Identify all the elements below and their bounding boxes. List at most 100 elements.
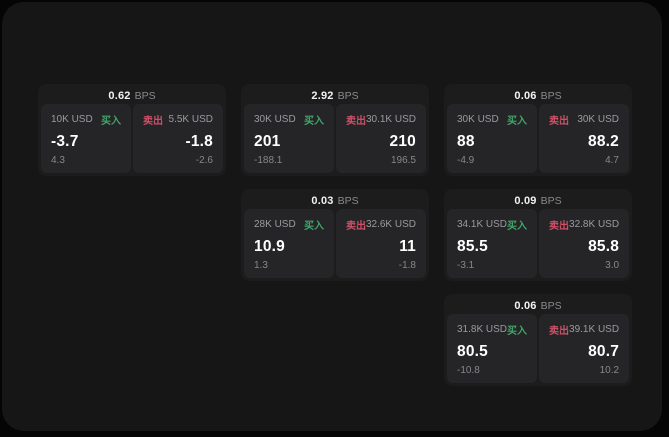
- bps-unit-label: BPS: [337, 194, 359, 207]
- bps-value: 0.03: [311, 194, 334, 207]
- sell-amount-label: 30K USD: [577, 114, 619, 125]
- sell-amount-label: 39.1K USD: [569, 324, 620, 335]
- sell-quote-tile[interactable]: 卖出 30.1K USD 210 196.5: [335, 104, 426, 173]
- quotes-panel: 0.62 BPS 10K USD 买入 -3.7 4.3 卖出 5.5K USD…: [2, 2, 662, 431]
- buy-tile-header: 28K USD 买入: [254, 217, 324, 232]
- sell-quote-tile[interactable]: 卖出 5.5K USD -1.8 -2.6: [133, 104, 223, 173]
- buy-delta: 4.3: [51, 155, 65, 166]
- sell-side-label: 卖出: [549, 326, 570, 337]
- quote-tiles: 31.8K USD 买入 80.5 -10.8 卖出 39.1K USD 80.…: [447, 314, 630, 383]
- buy-delta: -188.1: [254, 155, 283, 166]
- quote-card: 0.09 BPS 34.1K USD 买入 85.5 -3.1 卖出 32.8K…: [444, 189, 632, 281]
- sell-amount-label: 5.5K USD: [168, 114, 213, 125]
- sell-quote-tile[interactable]: 卖出 32.8K USD 85.8 3.0: [539, 209, 630, 278]
- bps-header: 0.06 BPS: [447, 87, 629, 104]
- bps-header: 0.03 BPS: [244, 192, 426, 209]
- buy-tile-header: 30K USD 买入: [457, 112, 527, 127]
- buy-tile-header: 10K USD 买入: [51, 112, 121, 127]
- sell-price: -1.8: [185, 132, 213, 150]
- sell-amount-label: 32.8K USD: [569, 219, 620, 230]
- buy-quote-tile[interactable]: 30K USD 买入 201 -188.1: [244, 104, 334, 173]
- sell-quote-tile[interactable]: 卖出 30K USD 88.2 4.7: [539, 104, 629, 173]
- bps-header: 2.92 BPS: [244, 87, 426, 104]
- sell-side-label: 卖出: [549, 221, 570, 232]
- quote-tiles: 34.1K USD 买入 85.5 -3.1 卖出 32.8K USD 85.8…: [447, 209, 630, 278]
- buy-quote-tile[interactable]: 10K USD 买入 -3.7 4.3: [41, 104, 131, 173]
- quote-card: 0.03 BPS 28K USD 买入 10.9 1.3 卖出 32.6K US…: [241, 189, 429, 281]
- quote-card: 0.06 BPS 31.8K USD 买入 80.5 -10.8 卖出 39.1…: [444, 294, 632, 386]
- buy-quote-tile[interactable]: 30K USD 买入 88 -4.9: [447, 104, 537, 173]
- sell-delta: 196.5: [390, 155, 416, 166]
- sell-tile-header: 卖出 30.1K USD: [346, 112, 416, 127]
- bps-unit-label: BPS: [540, 299, 562, 312]
- sell-amount-label: 30.1K USD: [365, 114, 416, 125]
- buy-quote-tile[interactable]: 28K USD 买入 10.9 1.3: [244, 209, 334, 278]
- buy-price: 201: [254, 132, 281, 150]
- sell-price: 11: [399, 237, 416, 255]
- sell-tile-header: 卖出 30K USD: [549, 112, 619, 127]
- sell-price: 80.7: [588, 342, 620, 360]
- sell-delta: 4.7: [605, 155, 619, 166]
- buy-quote-tile[interactable]: 31.8K USD 买入 80.5 -10.8: [447, 314, 538, 383]
- buy-price: 85.5: [457, 237, 488, 255]
- buy-price: 88: [457, 132, 475, 150]
- bps-value: 0.06: [514, 299, 537, 312]
- sell-delta: 10.2: [599, 365, 620, 376]
- buy-side-label: 买入: [303, 221, 324, 232]
- buy-delta: -10.8: [457, 365, 480, 376]
- bps-header: 0.09 BPS: [447, 192, 629, 209]
- sell-quote-tile[interactable]: 卖出 32.6K USD 11 -1.8: [335, 209, 426, 278]
- quote-tiles: 28K USD 买入 10.9 1.3 卖出 32.6K USD 11 -1.8: [244, 209, 426, 278]
- sell-delta: -2.6: [195, 155, 213, 166]
- sell-amount-label: 32.6K USD: [365, 219, 416, 230]
- sell-side-label: 卖出: [345, 221, 366, 232]
- buy-amount-label: 28K USD: [254, 219, 296, 230]
- sell-quote-tile[interactable]: 卖出 39.1K USD 80.7 10.2: [539, 314, 630, 383]
- sell-delta: 3.0: [605, 260, 620, 271]
- sell-price: 210: [389, 132, 416, 150]
- buy-amount-label: 10K USD: [51, 114, 93, 125]
- bps-value: 0.62: [108, 89, 131, 102]
- buy-amount-label: 31.8K USD: [457, 324, 508, 335]
- bps-value: 0.06: [514, 89, 537, 102]
- sell-tile-header: 卖出 5.5K USD: [143, 112, 213, 127]
- quote-card: 2.92 BPS 30K USD 买入 201 -188.1 卖出 30.1K …: [241, 84, 429, 176]
- bps-unit-label: BPS: [540, 194, 562, 207]
- bps-value: 2.92: [311, 89, 334, 102]
- buy-price: -3.7: [51, 132, 79, 150]
- buy-delta: 1.3: [254, 260, 268, 271]
- sell-price: 88.2: [588, 132, 619, 150]
- sell-tile-header: 卖出 32.8K USD: [549, 217, 619, 232]
- buy-side-label: 买入: [507, 326, 528, 337]
- quote-tiles: 30K USD 买入 201 -188.1 卖出 30.1K USD 210 1…: [244, 104, 426, 173]
- quote-card: 0.62 BPS 10K USD 买入 -3.7 4.3 卖出 5.5K USD…: [38, 84, 226, 176]
- bps-unit-label: BPS: [540, 89, 562, 102]
- quote-tiles: 10K USD 买入 -3.7 4.3 卖出 5.5K USD -1.8 -2.…: [41, 104, 223, 173]
- buy-side-label: 买入: [507, 221, 528, 232]
- quote-tiles: 30K USD 买入 88 -4.9 卖出 30K USD 88.2 4.7: [447, 104, 629, 173]
- buy-quote-tile[interactable]: 34.1K USD 买入 85.5 -3.1: [447, 209, 538, 278]
- buy-delta: -3.1: [457, 260, 475, 271]
- bps-unit-label: BPS: [337, 89, 359, 102]
- buy-side-label: 买入: [507, 116, 527, 127]
- buy-amount-label: 30K USD: [457, 114, 499, 125]
- sell-side-label: 卖出: [549, 116, 569, 127]
- sell-price: 85.8: [588, 237, 620, 255]
- quotes-grid: 0.62 BPS 10K USD 买入 -3.7 4.3 卖出 5.5K USD…: [38, 84, 632, 386]
- sell-side-label: 卖出: [143, 116, 163, 127]
- sell-tile-header: 卖出 39.1K USD: [549, 322, 619, 337]
- bps-unit-label: BPS: [134, 89, 156, 102]
- buy-price: 80.5: [457, 342, 488, 360]
- buy-price: 10.9: [254, 237, 285, 255]
- bps-value: 0.09: [514, 194, 537, 207]
- buy-tile-header: 34.1K USD 买入: [457, 217, 527, 232]
- buy-tile-header: 31.8K USD 买入: [457, 322, 527, 337]
- buy-tile-header: 30K USD 买入: [254, 112, 324, 127]
- bps-header: 0.62 BPS: [41, 87, 223, 104]
- sell-delta: -1.8: [398, 260, 416, 271]
- buy-side-label: 买入: [303, 116, 324, 127]
- sell-side-label: 卖出: [345, 116, 366, 127]
- buy-delta: -4.9: [457, 155, 475, 166]
- buy-amount-label: 34.1K USD: [457, 219, 508, 230]
- sell-tile-header: 卖出 32.6K USD: [346, 217, 416, 232]
